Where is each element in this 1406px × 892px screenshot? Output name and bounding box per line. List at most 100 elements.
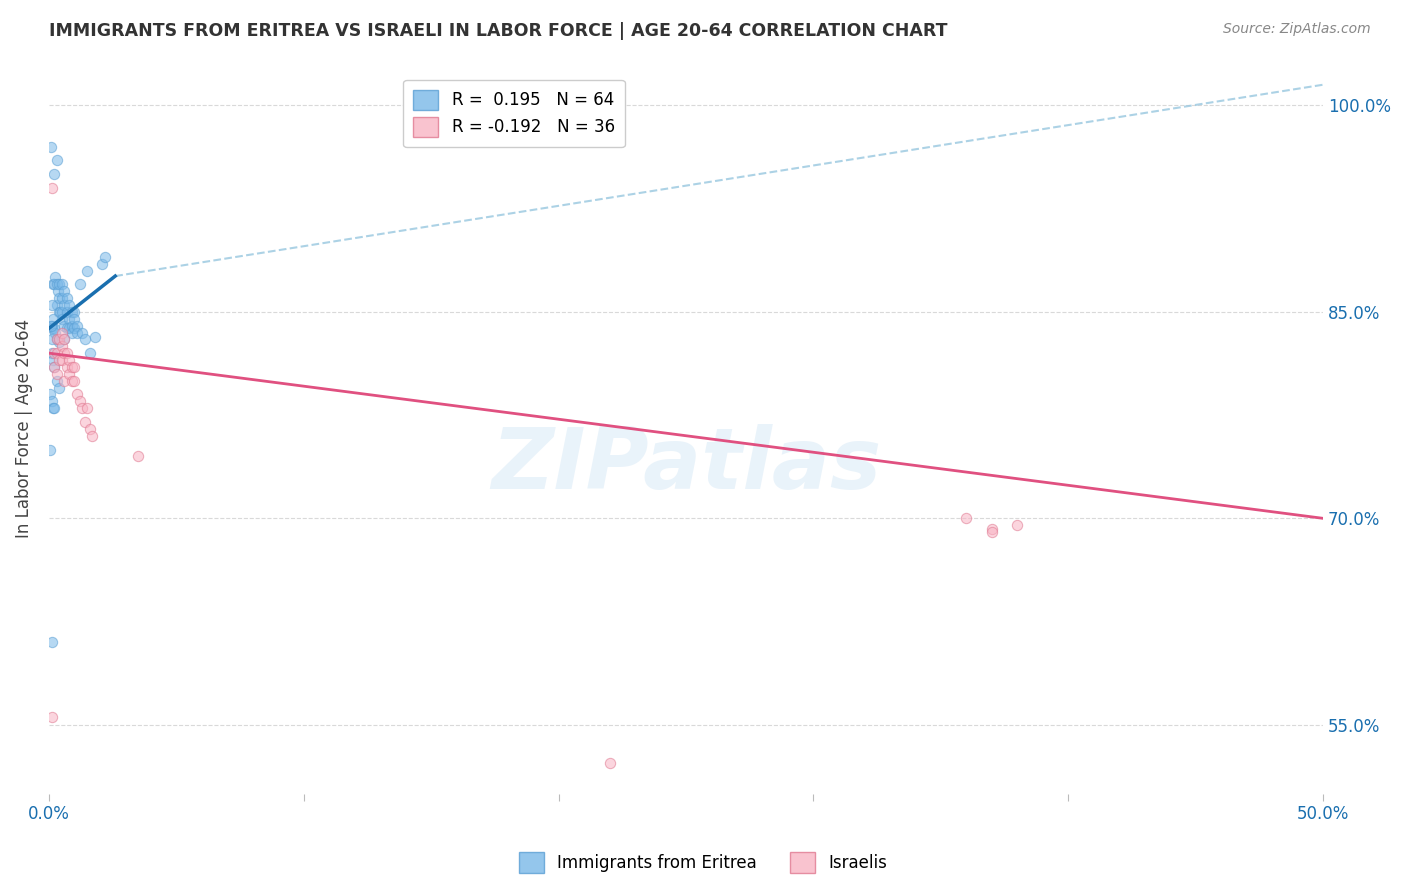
Point — [45, 367, 67, 381]
Point — [63, 374, 86, 388]
Point — [41, 709, 63, 723]
Point — [42, 401, 65, 416]
Point — [42, 359, 65, 374]
Text: ZIPatlas: ZIPatlas — [491, 424, 882, 507]
Point — [79, 422, 101, 436]
Point — [45, 332, 67, 346]
Legend: R =  0.195   N = 64, R = -0.192   N = 36: R = 0.195 N = 64, R = -0.192 N = 36 — [404, 79, 624, 147]
Point — [69, 394, 91, 409]
Point — [56, 291, 79, 305]
Point — [51, 277, 73, 292]
Point — [56, 359, 79, 374]
Point — [39, 139, 62, 153]
Point — [48, 353, 70, 368]
Point — [53, 284, 76, 298]
Point — [44, 270, 66, 285]
Point — [56, 321, 79, 335]
Point — [42, 321, 65, 335]
Point — [63, 321, 86, 335]
Point — [66, 326, 89, 340]
Point — [42, 277, 65, 292]
Point — [51, 311, 73, 326]
Point — [73, 332, 96, 346]
Point — [45, 153, 67, 168]
Point — [51, 339, 73, 353]
Point — [51, 326, 73, 340]
Point — [42, 401, 65, 416]
Point — [69, 277, 91, 292]
Point — [41, 181, 63, 195]
Point — [60, 326, 83, 340]
Point — [45, 298, 67, 312]
Point — [980, 525, 1002, 540]
Point — [53, 374, 76, 388]
Point — [41, 332, 63, 346]
Point — [39, 387, 62, 401]
Point — [56, 346, 79, 360]
Point — [42, 346, 65, 360]
Point — [41, 318, 63, 333]
Point — [58, 298, 80, 312]
Point — [39, 318, 62, 333]
Point — [41, 298, 63, 312]
Point — [53, 298, 76, 312]
Point — [41, 394, 63, 409]
Point — [599, 756, 621, 771]
Point — [79, 346, 101, 360]
Point — [41, 321, 63, 335]
Point — [76, 263, 98, 277]
Y-axis label: In Labor Force | Age 20-64: In Labor Force | Age 20-64 — [15, 319, 32, 539]
Text: Source: ZipAtlas.com: Source: ZipAtlas.com — [1223, 22, 1371, 37]
Point — [82, 429, 104, 443]
Point — [63, 305, 86, 319]
Point — [76, 401, 98, 416]
Point — [42, 311, 65, 326]
Point — [60, 305, 83, 319]
Point — [63, 311, 86, 326]
Text: IMMIGRANTS FROM ERITREA VS ISRAELI IN LABOR FORCE | AGE 20-64 CORRELATION CHART: IMMIGRANTS FROM ERITREA VS ISRAELI IN LA… — [49, 22, 948, 40]
Point — [955, 511, 977, 525]
Point — [83, 329, 105, 343]
Point — [60, 318, 83, 333]
Point — [66, 318, 89, 333]
Point — [58, 353, 80, 368]
Point — [45, 374, 67, 388]
Point — [46, 284, 69, 298]
Point — [53, 346, 76, 360]
Point — [53, 332, 76, 346]
Point — [42, 359, 65, 374]
Point — [49, 305, 72, 319]
Point — [48, 332, 70, 346]
Point — [44, 326, 66, 340]
Point — [58, 367, 80, 381]
Point — [127, 450, 149, 464]
Point — [56, 305, 79, 319]
Point — [39, 442, 62, 457]
Point — [91, 257, 114, 271]
Point — [60, 359, 83, 374]
Point — [48, 291, 70, 305]
Point — [51, 291, 73, 305]
Point — [58, 311, 80, 326]
Point — [45, 332, 67, 346]
Point — [48, 277, 70, 292]
Point — [53, 332, 76, 346]
Point — [58, 321, 80, 335]
Point — [48, 380, 70, 394]
Point — [51, 305, 73, 319]
Point — [51, 353, 73, 368]
Point — [42, 277, 65, 292]
Point — [41, 635, 63, 649]
Point — [60, 374, 83, 388]
Point — [48, 305, 70, 319]
Point — [48, 335, 70, 350]
Point — [63, 359, 86, 374]
Point — [45, 346, 67, 360]
Legend: Immigrants from Eritrea, Israelis: Immigrants from Eritrea, Israelis — [512, 846, 894, 880]
Point — [980, 522, 1002, 536]
Point — [42, 353, 65, 368]
Point — [94, 250, 117, 264]
Point — [66, 387, 89, 401]
Point — [53, 318, 76, 333]
Point — [1007, 518, 1029, 533]
